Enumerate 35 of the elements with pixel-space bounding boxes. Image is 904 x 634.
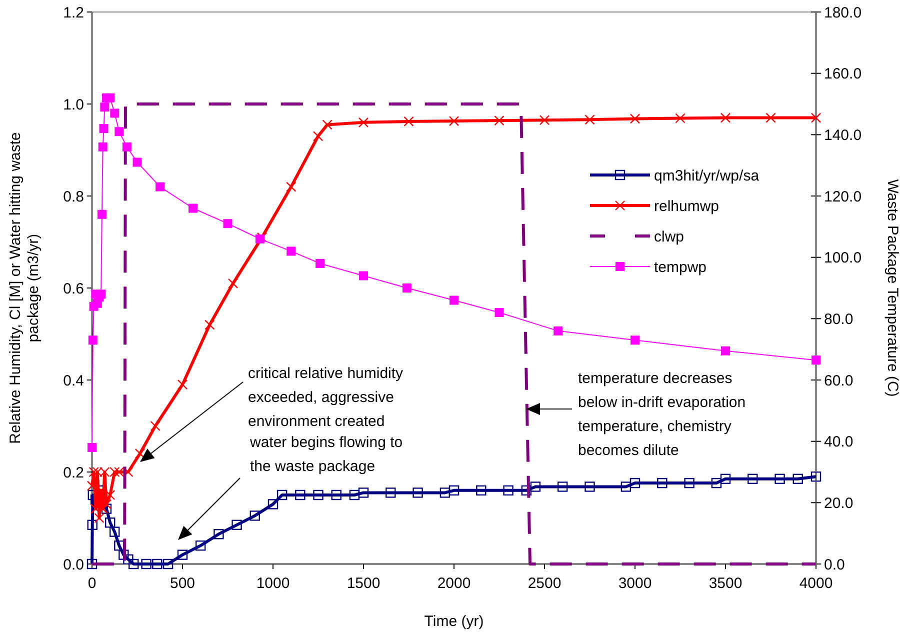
y2-tick-label: 180.0 (824, 4, 862, 22)
annotation: temperature decreases below in-drift evaporation temperature, chemistry becomes dilute (578, 370, 746, 459)
x-tick-label: 3500 (708, 575, 742, 592)
legend-label: tempwp (654, 258, 707, 276)
x-tick-label: 3000 (618, 575, 652, 592)
legend-label: qm3hit/yr/wp/sa (654, 167, 760, 184)
legend-label: clwp (654, 228, 684, 246)
x-tick-label: 2000 (437, 575, 471, 592)
y2-tick-label: 160.0 (824, 66, 862, 83)
x-tick-label: 500 (170, 575, 196, 592)
x-tick-label: 1000 (256, 575, 290, 592)
y-tick-label: 0.2 (63, 464, 84, 482)
y2-tick-label: 80.0 (824, 310, 854, 328)
x-tick-label: 2500 (528, 575, 562, 592)
x-tick-label: 1500 (346, 575, 380, 592)
y-tick-label: 1.0 (63, 96, 84, 114)
y-tick-label: 0.4 (63, 372, 84, 390)
y-tick-label: 1.2 (63, 4, 84, 22)
y2-tick-label: 20.0 (824, 494, 854, 512)
annotation: water begins flowing to the waste package (249, 434, 403, 475)
y2-tick-label: 60.0 (824, 372, 854, 390)
y-axis-title: Relative Humidity, Cl [M] or Water hitting waste package (m3/yr) (7, 132, 42, 444)
x-axis-title: Time (yr) (424, 613, 484, 630)
y2-tick-label: 120.0 (824, 188, 862, 206)
y-tick-label: 0.6 (63, 280, 84, 298)
x-tick-label: 4000 (799, 575, 833, 592)
y2-axis-title: Waste Package Temperature (C) (884, 179, 901, 397)
y2-tick-label: 0.0 (824, 556, 845, 574)
y2-tick-label: 100.0 (824, 250, 862, 267)
y-tick-label: 0.8 (63, 188, 84, 206)
y2-tick-label: 40.0 (824, 434, 854, 451)
legend-label: relhumwp (654, 198, 720, 215)
x-tick-label: 0 (88, 575, 96, 592)
y-tick-label: 0.0 (63, 556, 84, 574)
y2-tick-label: 140.0 (824, 126, 862, 144)
